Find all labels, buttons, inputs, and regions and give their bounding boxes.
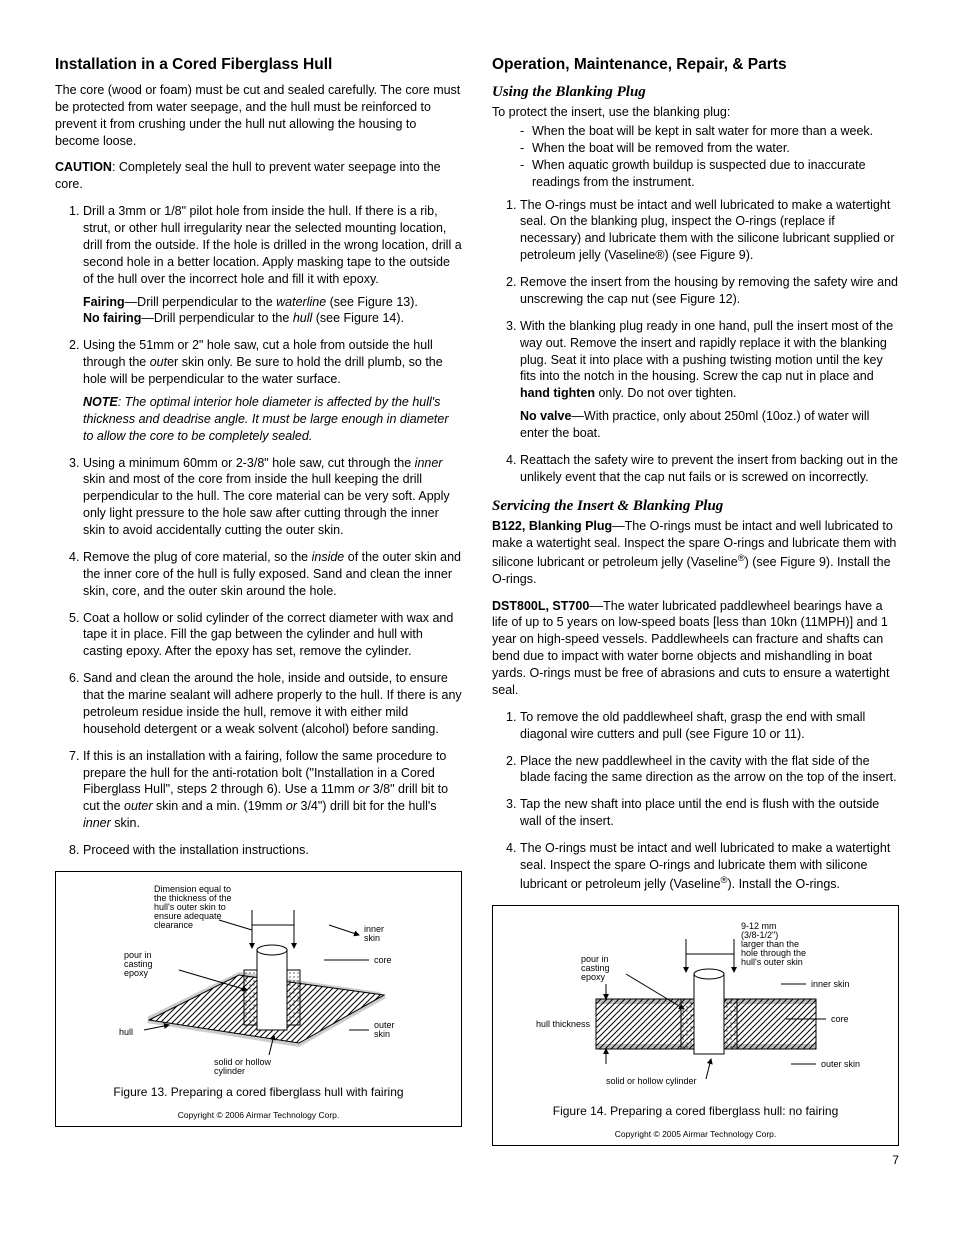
step3-t2: skin and most of the core from inside th… bbox=[83, 472, 450, 537]
step3-t1: Using a minimum 60mm or 2-3/8" hole saw,… bbox=[83, 456, 415, 470]
fairing-i: waterline bbox=[276, 295, 326, 309]
sv2: Place the new paddlewheel in the cavity … bbox=[520, 753, 899, 787]
r3-t2: only. Do not over tighten. bbox=[595, 386, 737, 400]
sub1-heading: Using the Blanking Plug bbox=[492, 82, 899, 102]
step7-i3: or bbox=[286, 799, 297, 813]
nofairing-t1: —Drill perpendicular to the bbox=[141, 311, 292, 325]
fig13-copyright: Copyright © 2006 Airmar Technology Corp. bbox=[64, 1110, 453, 1121]
fairing-t1: —Drill perpendicular to the bbox=[125, 295, 276, 309]
step7-i1: or bbox=[358, 782, 369, 796]
caution-para: CAUTION: Completely seal the hull to pre… bbox=[55, 159, 462, 193]
fig14-core: core bbox=[831, 1014, 849, 1024]
right-steps-1: 1.The O-rings must be intact and well lu… bbox=[492, 197, 899, 486]
step4-i: inside bbox=[312, 550, 345, 564]
step-5: 5.Coat a hollow or solid cylinder of the… bbox=[69, 610, 462, 661]
caution-text: : Completely seal the hull to prevent wa… bbox=[55, 160, 441, 191]
step-4: 4.Remove the plug of core material, so t… bbox=[69, 549, 462, 600]
step7-t3: skin and a min. (19mm bbox=[153, 799, 286, 813]
fig14-inner: inner skin bbox=[811, 979, 850, 989]
fairing-label: Fairing bbox=[83, 295, 125, 309]
fig13-cyl: solid or hollowcylinder bbox=[214, 1057, 272, 1076]
step2-i: out bbox=[150, 355, 167, 369]
fig13-hull: hull bbox=[119, 1027, 133, 1037]
s2-b1: B122, Blanking Plug bbox=[492, 519, 612, 533]
dash-1: When the boat will be kept in salt water… bbox=[532, 123, 899, 140]
r1: The O-rings must be intact and well lubr… bbox=[520, 197, 899, 265]
fig13-caption: Figure 13. Preparing a cored fiberglass … bbox=[64, 1084, 453, 1100]
step2-note: NOTE: The optimal interior hole diameter… bbox=[83, 394, 462, 445]
fig13-pour: pour incastingepoxy bbox=[124, 950, 153, 978]
figure-14-svg: 9-12 mm(3/8-1/2")larger than thehole thr… bbox=[506, 914, 886, 1099]
r3: With the blanking plug ready in one hand… bbox=[520, 318, 899, 442]
step1-fairing: Fairing—Drill perpendicular to the water… bbox=[83, 294, 462, 328]
step3-i: inner bbox=[415, 456, 443, 470]
sv1: To remove the old paddlewheel shaft, gra… bbox=[520, 709, 899, 743]
sv4-t2: ). Install the O-rings. bbox=[727, 877, 840, 891]
step7-i4: inner bbox=[83, 816, 111, 830]
note-label: NOTE bbox=[83, 395, 118, 409]
r3-novalve: No valve—With practice, only about 250ml… bbox=[520, 408, 899, 442]
step1-text: Drill a 3mm or 1/8" pilot hole from insi… bbox=[83, 204, 462, 286]
dash-3: When aquatic growth buildup is suspected… bbox=[532, 157, 899, 191]
figure-13-svg: Dimension equal tothe thickness of thehu… bbox=[69, 880, 449, 1080]
left-heading: Installation in a Cored Fiberglass Hull bbox=[55, 55, 462, 76]
s2-b2: DST800L, ST700 bbox=[492, 599, 589, 613]
nofairing-i: hull bbox=[293, 311, 312, 325]
fig14-outer: outer skin bbox=[821, 1059, 860, 1069]
step-7: 7.If this is an installation with a fair… bbox=[69, 748, 462, 832]
fig13-dim: Dimension equal tothe thickness of thehu… bbox=[154, 884, 232, 930]
fig14-copyright: Copyright © 2005 Airmar Technology Corp. bbox=[501, 1129, 890, 1140]
nofairing-t2: (see Figure 14). bbox=[312, 311, 404, 325]
s2-p2: DST800L, ST700––The water lubricated pad… bbox=[492, 598, 899, 699]
r3-b: hand tighten bbox=[520, 386, 595, 400]
fig13-core: core bbox=[374, 955, 392, 965]
dash-2: When the boat will be removed from the w… bbox=[532, 140, 899, 157]
r3-nv-b: No valve bbox=[520, 409, 571, 423]
dash-list: -When the boat will be kept in salt wate… bbox=[492, 123, 899, 191]
step-6: 6.Sand and clean the around the hole, in… bbox=[69, 670, 462, 738]
figure-13: Dimension equal tothe thickness of thehu… bbox=[55, 871, 462, 1127]
figure-14: 9-12 mm(3/8-1/2")larger than thehole thr… bbox=[492, 905, 899, 1146]
left-steps: 1. Drill a 3mm or 1/8" pilot hole from i… bbox=[55, 203, 462, 859]
step7-t4: 3/4") drill bit for the hull's bbox=[297, 799, 437, 813]
page-number: 7 bbox=[55, 1152, 899, 1168]
sv3: Tap the new shaft into place until the e… bbox=[520, 796, 899, 830]
step-2: 2. Using the 51mm or 2" hole saw, cut a … bbox=[69, 337, 462, 444]
sub1-intro: To protect the insert, use the blanking … bbox=[492, 104, 899, 121]
step-3: 3.Using a minimum 60mm or 2-3/8" hole sa… bbox=[69, 455, 462, 539]
s2-p2-t: ––The water lubricated paddlewheel beari… bbox=[492, 599, 889, 697]
sv4: The O-rings must be intact and well lubr… bbox=[520, 840, 899, 893]
fairing-t2: (see Figure 13). bbox=[326, 295, 418, 309]
left-intro: The core (wood or foam) must be cut and … bbox=[55, 82, 462, 150]
fig14-pour: pour incastingepoxy bbox=[581, 954, 610, 982]
step4-t1: Remove the plug of core material, so the bbox=[83, 550, 312, 564]
r3-t1: With the blanking plug ready in one hand… bbox=[520, 319, 893, 384]
right-heading: Operation, Maintenance, Repair, & Parts bbox=[492, 55, 899, 76]
right-steps-2: 1.To remove the old paddlewheel shaft, g… bbox=[492, 709, 899, 893]
note-text: : The optimal interior hole diameter is … bbox=[83, 395, 449, 443]
fig13-outer: outerskin bbox=[374, 1020, 395, 1039]
page-columns: Installation in a Cored Fiberglass Hull … bbox=[55, 55, 899, 1146]
r4: Reattach the safety wire to prevent the … bbox=[520, 452, 899, 486]
caution-label: CAUTION bbox=[55, 160, 112, 174]
r3-nv-t: —With practice, only about 250ml (10oz.)… bbox=[520, 409, 869, 440]
step7-i2: outer bbox=[124, 799, 153, 813]
right-column: Operation, Maintenance, Repair, & Parts … bbox=[492, 55, 899, 1146]
step7-t5: skin. bbox=[111, 816, 140, 830]
sub2-heading: Servicing the Insert & Blanking Plug bbox=[492, 496, 899, 516]
fig14-cyl: solid or hollow cylinder bbox=[606, 1076, 697, 1086]
s2-p1: B122, Blanking Plug—The O-rings must be … bbox=[492, 518, 899, 588]
fig14-dim: 9-12 mm(3/8-1/2")larger than thehole thr… bbox=[741, 921, 806, 967]
s2-p1-sup: ® bbox=[738, 553, 745, 563]
step-8: 8.Proceed with the installation instruct… bbox=[69, 842, 462, 859]
left-column: Installation in a Cored Fiberglass Hull … bbox=[55, 55, 462, 1146]
r2: Remove the insert from the housing by re… bbox=[520, 274, 899, 308]
fig14-thick: hull thickness bbox=[536, 1019, 591, 1029]
fig13-inner: innerskin bbox=[364, 924, 384, 943]
nofairing-label: No fairing bbox=[83, 311, 141, 325]
fig14-caption: Figure 14. Preparing a cored fiberglass … bbox=[501, 1103, 890, 1119]
step-1: 1. Drill a 3mm or 1/8" pilot hole from i… bbox=[69, 203, 462, 327]
